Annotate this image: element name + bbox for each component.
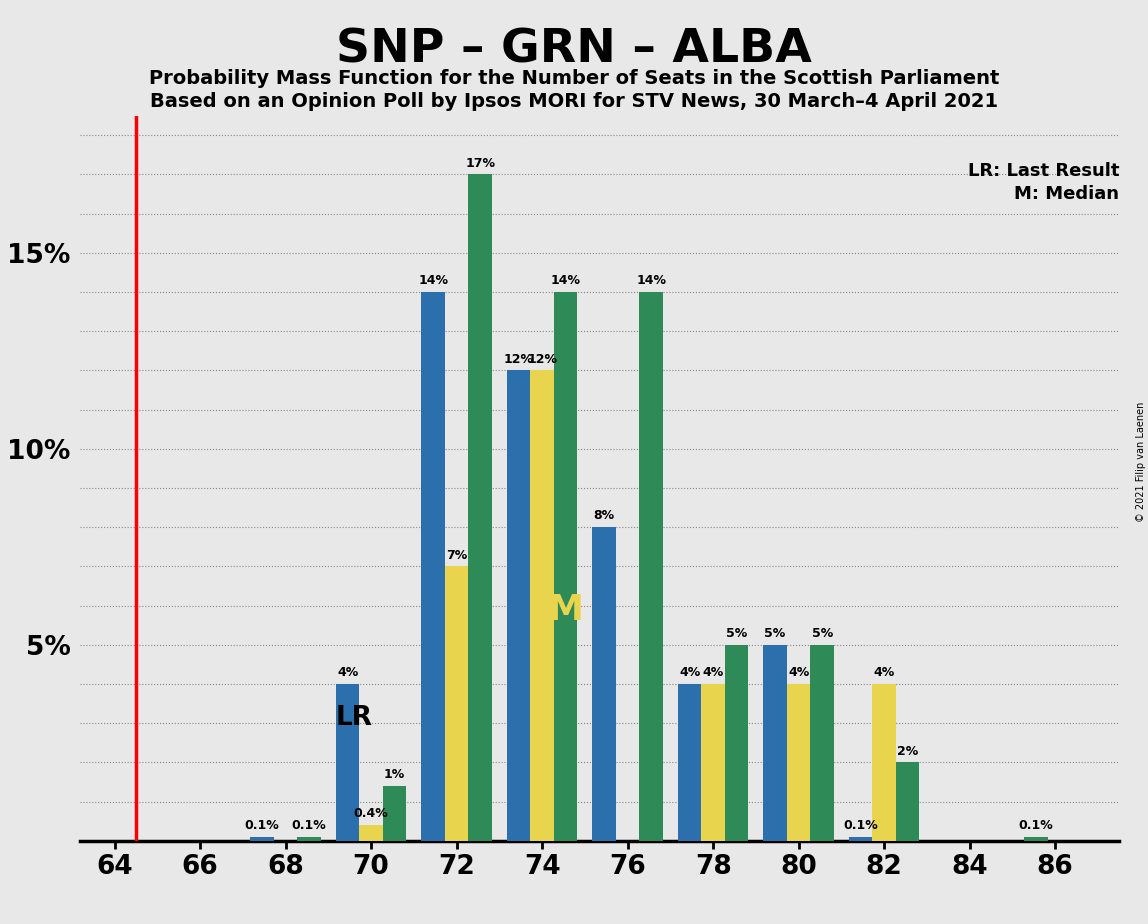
Bar (530, 371, 553, 841)
Text: 0.1%: 0.1% (292, 820, 326, 833)
Bar (336, 684, 359, 841)
Bar (592, 528, 615, 841)
Bar (421, 292, 444, 841)
Text: Based on an Opinion Poll by Ipsos MORI for STV News, 30 March–4 April 2021: Based on an Opinion Poll by Ipsos MORI f… (150, 92, 998, 112)
Text: 0.1%: 0.1% (245, 820, 279, 833)
Text: LR: Last Result: LR: Last Result (968, 162, 1119, 179)
Text: 5%: 5% (726, 627, 747, 640)
Bar (506, 371, 530, 841)
Bar (786, 684, 810, 841)
Text: 14%: 14% (418, 274, 448, 287)
Text: 17%: 17% (465, 156, 495, 170)
Text: 0.1%: 0.1% (1018, 820, 1054, 833)
Text: 14%: 14% (551, 274, 581, 287)
Text: © 2021 Filip van Laenen: © 2021 Filip van Laenen (1135, 402, 1146, 522)
Bar (553, 292, 577, 841)
Text: 14%: 14% (636, 274, 666, 287)
Text: SNP – GRN – ALBA: SNP – GRN – ALBA (336, 28, 812, 73)
Bar (359, 825, 382, 841)
Text: 4%: 4% (678, 666, 700, 679)
Bar (444, 566, 468, 841)
Bar (639, 292, 662, 841)
Bar (895, 762, 920, 841)
Bar (701, 684, 724, 841)
Bar (724, 645, 748, 841)
Text: 5%: 5% (765, 627, 785, 640)
Text: 4%: 4% (703, 666, 723, 679)
Text: Probability Mass Function for the Number of Seats in the Scottish Parliament: Probability Mass Function for the Number… (149, 69, 999, 89)
Text: M: Median: M: Median (1015, 185, 1119, 202)
Bar (677, 684, 701, 841)
Text: 12%: 12% (504, 353, 534, 366)
Text: 7%: 7% (445, 549, 467, 562)
Text: 5%: 5% (812, 627, 832, 640)
Bar (297, 837, 320, 841)
Bar (250, 837, 274, 841)
Text: 0.1%: 0.1% (844, 820, 878, 833)
Text: 4%: 4% (788, 666, 809, 679)
Bar (468, 175, 491, 841)
Bar (848, 837, 872, 841)
Bar (382, 786, 406, 841)
Text: 2%: 2% (897, 745, 918, 758)
Text: 4%: 4% (874, 666, 894, 679)
Text: M: M (548, 593, 583, 627)
Text: 4%: 4% (338, 666, 358, 679)
Bar (763, 645, 786, 841)
Text: 1%: 1% (383, 768, 405, 782)
Text: 8%: 8% (594, 509, 614, 522)
Text: 0.4%: 0.4% (354, 808, 388, 821)
Text: 12%: 12% (527, 353, 557, 366)
Bar (810, 645, 833, 841)
Bar (872, 684, 895, 841)
Bar (1024, 837, 1048, 841)
Text: LR: LR (335, 705, 372, 731)
